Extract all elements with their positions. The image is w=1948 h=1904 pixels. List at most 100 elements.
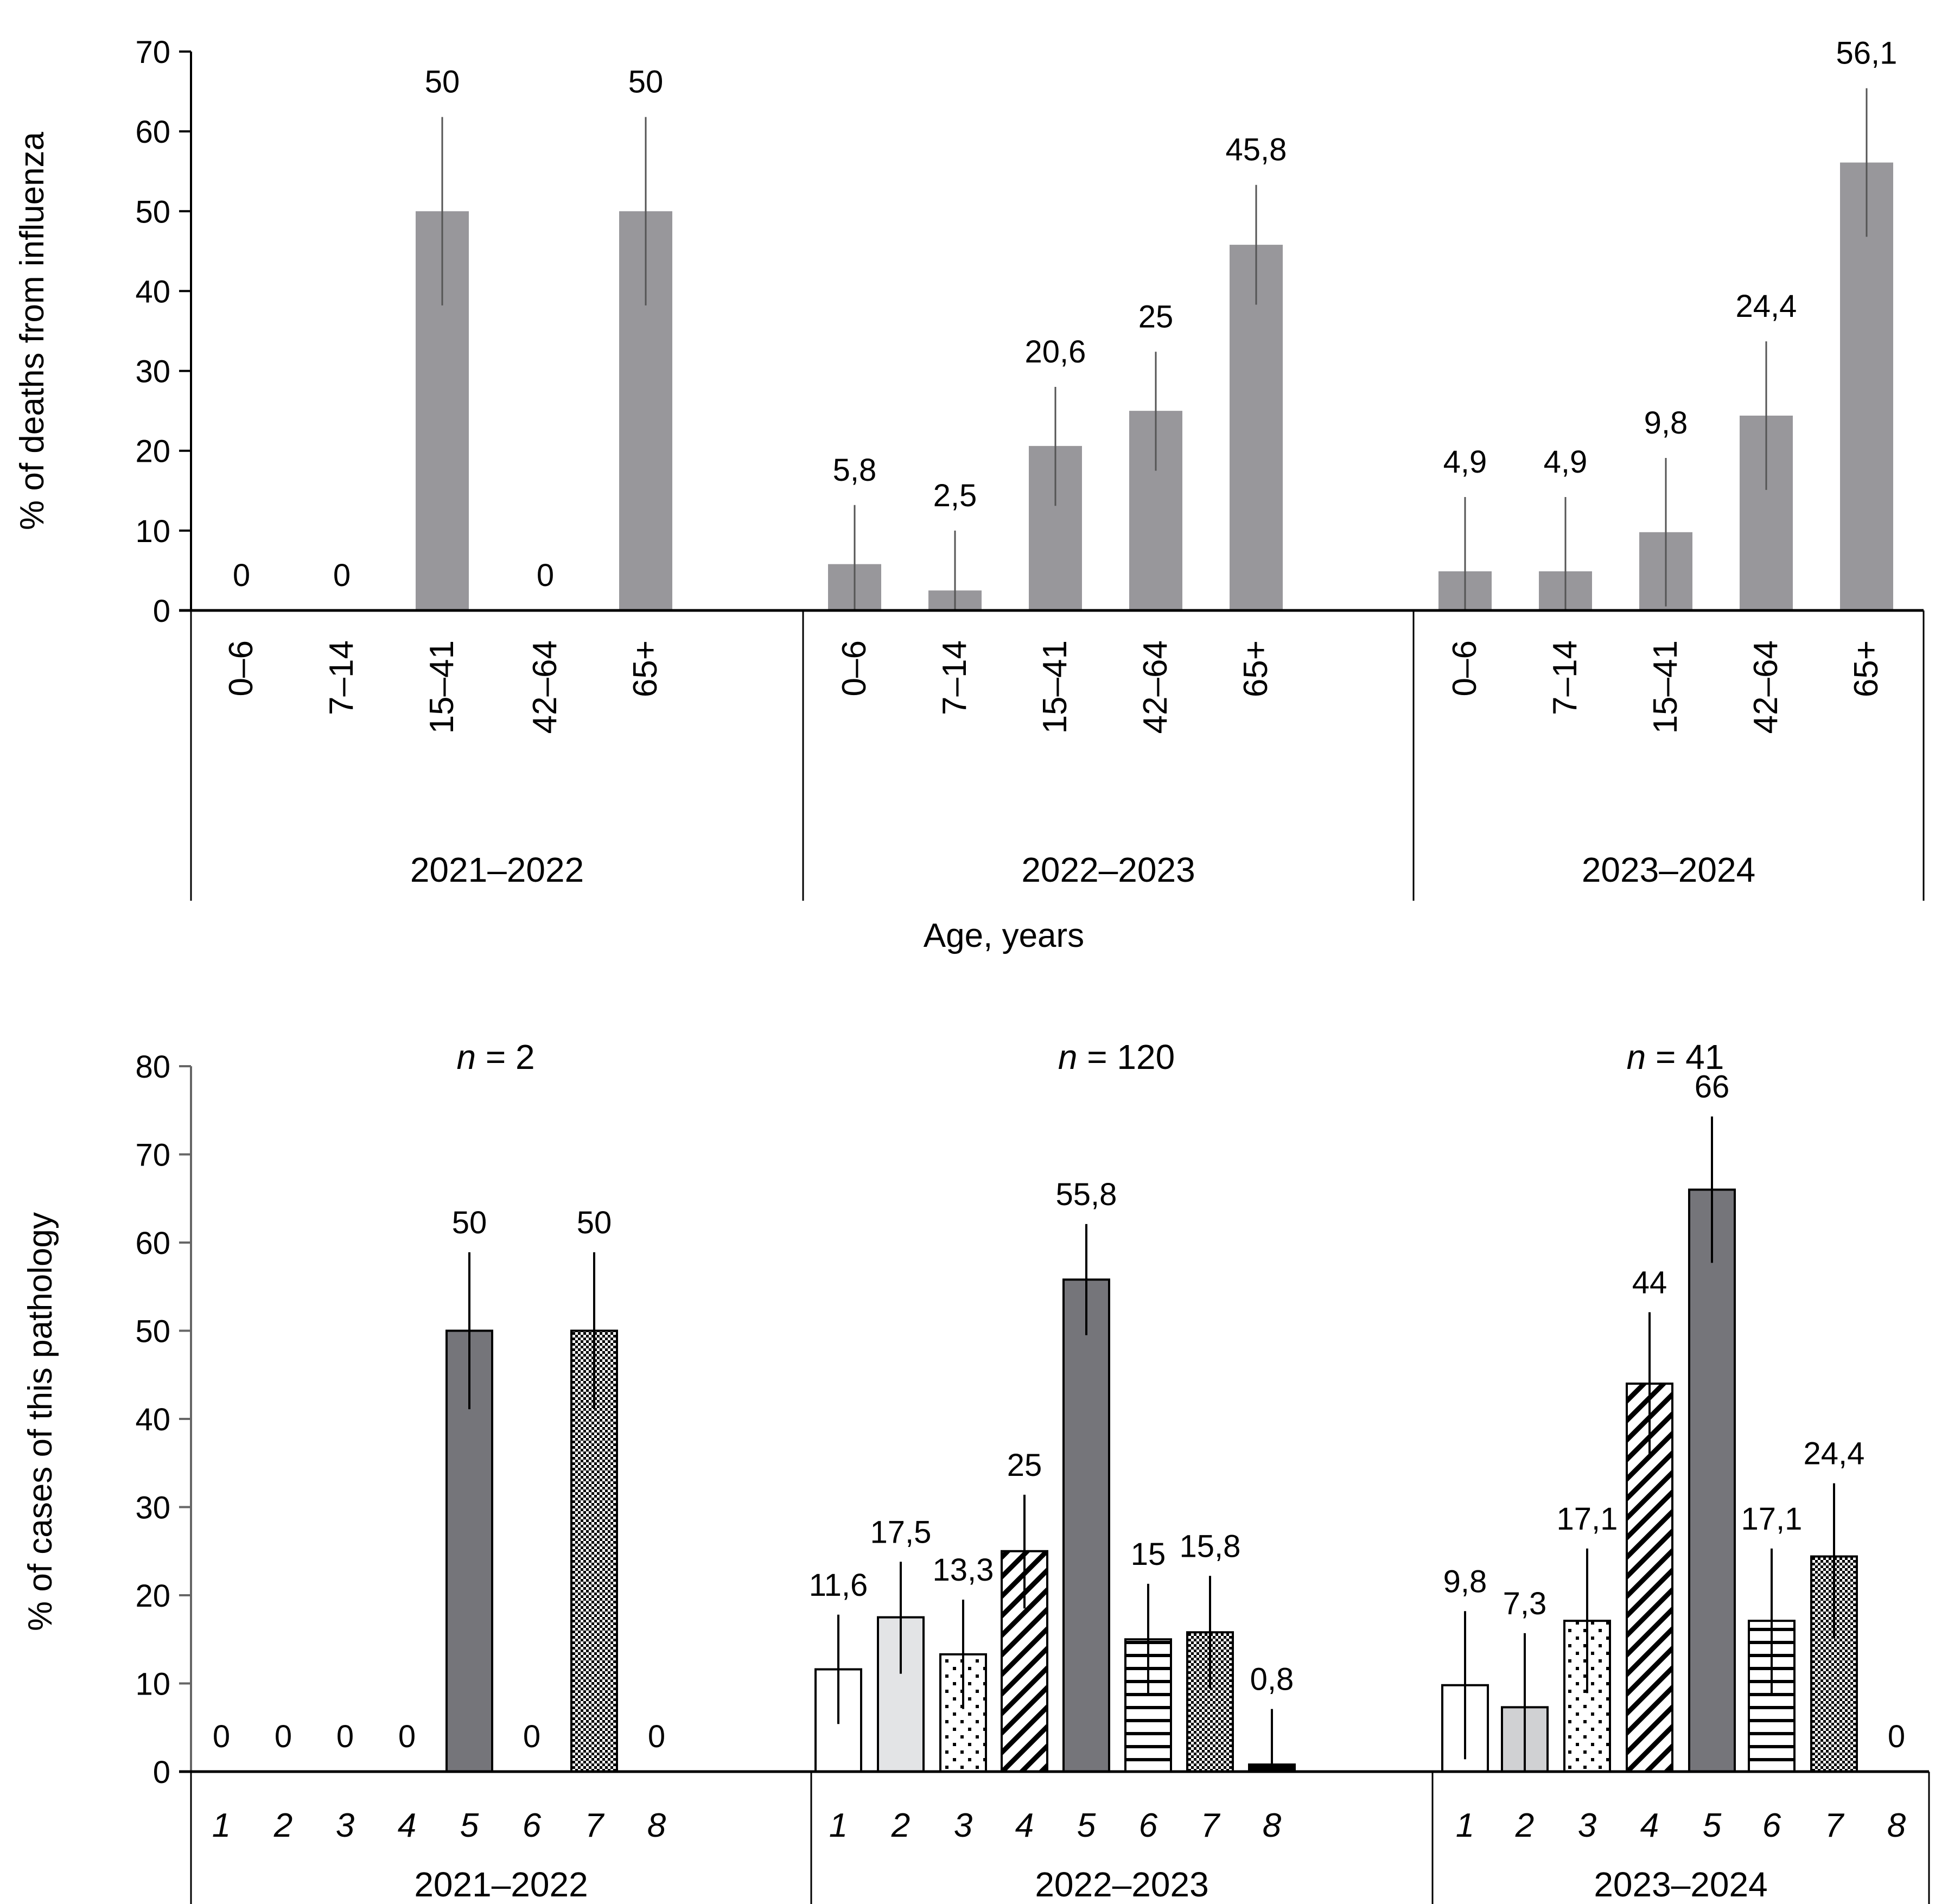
y-tick-label: 30 bbox=[135, 1491, 170, 1526]
category-label: 6 bbox=[1762, 1807, 1781, 1844]
category-label: 4 bbox=[1640, 1807, 1659, 1844]
top-axes bbox=[179, 52, 1925, 901]
sample-size-label: n = 120 bbox=[1058, 1037, 1175, 1077]
data-label: 55,8 bbox=[1056, 1177, 1117, 1212]
category-label: 15–41 bbox=[1036, 640, 1074, 734]
data-label: 25 bbox=[1138, 299, 1174, 334]
category-label: 65+ bbox=[1237, 640, 1275, 697]
data-label: 9,8 bbox=[1443, 1564, 1487, 1599]
category-label: 3 bbox=[1578, 1807, 1596, 1844]
category-label: 42–64 bbox=[1137, 640, 1174, 734]
group-label: 2022–2023 bbox=[1035, 1865, 1208, 1904]
category-label: 4 bbox=[1015, 1807, 1034, 1844]
category-label: 2 bbox=[891, 1807, 910, 1844]
bottom-y-axis-title: % of cases of this pathology bbox=[22, 1212, 59, 1631]
y-tick-label: 70 bbox=[135, 1138, 170, 1173]
y-tick-label: 70 bbox=[135, 35, 170, 70]
bar bbox=[1840, 162, 1893, 610]
n-symbol: n bbox=[1058, 1037, 1078, 1077]
group-label: 2023–2024 bbox=[1582, 850, 1755, 889]
data-label: 17,5 bbox=[870, 1514, 932, 1550]
category-label: 2 bbox=[1515, 1807, 1534, 1844]
category-label: 1 bbox=[1456, 1807, 1474, 1844]
category-label: 8 bbox=[1887, 1807, 1906, 1844]
data-label: 13,3 bbox=[933, 1552, 994, 1588]
group-label: 2022–2023 bbox=[1021, 850, 1195, 889]
y-tick-label: 50 bbox=[135, 194, 170, 230]
sample-size-label: n = 2 bbox=[456, 1037, 534, 1077]
data-label: 17,1 bbox=[1741, 1501, 1803, 1537]
data-label: 0 bbox=[275, 1719, 292, 1754]
n-symbol: n bbox=[456, 1037, 476, 1077]
category-label: 15–41 bbox=[423, 640, 461, 734]
n-value: = 41 bbox=[1646, 1037, 1724, 1077]
category-label: 7 bbox=[1825, 1807, 1845, 1844]
top-x-axis-title: Age, years bbox=[924, 917, 1084, 954]
category-label: 65+ bbox=[627, 640, 664, 697]
category-label: 3 bbox=[954, 1807, 972, 1844]
category-label: 1 bbox=[212, 1807, 231, 1844]
top-bars: 0 0–6 0 7–14 50 15–41 0 42–64 50 65+ 2021–2022 5,8 0… bbox=[222, 36, 1897, 889]
data-label: 9,8 bbox=[1644, 405, 1688, 441]
data-label: 0,8 bbox=[1250, 1662, 1294, 1697]
data-label: 11,6 bbox=[809, 1568, 868, 1603]
data-label: 0 bbox=[213, 1719, 230, 1754]
category-label: 7 bbox=[1201, 1807, 1221, 1844]
category-label: 6 bbox=[1139, 1807, 1158, 1844]
bottom-axes bbox=[179, 1066, 1930, 1904]
deaths-by-age-chart: % of deaths from influenza Age, years 0 1… bbox=[14, 35, 1925, 954]
data-label: 50 bbox=[577, 1205, 612, 1240]
category-label: 42–64 bbox=[1747, 640, 1785, 734]
bottom-y-ticks: 0 10 20 30 40 50 60 70 80 bbox=[135, 1049, 191, 1790]
category-label: 1 bbox=[829, 1807, 848, 1844]
group-label: 2021–2022 bbox=[410, 850, 584, 889]
category-label: 2 bbox=[273, 1807, 292, 1844]
category-label: 0–6 bbox=[836, 640, 873, 696]
category-label: 8 bbox=[647, 1807, 666, 1844]
data-label: 0 bbox=[537, 558, 554, 593]
data-label: 0 bbox=[336, 1719, 354, 1754]
data-label: 0 bbox=[398, 1719, 416, 1754]
y-tick-label: 60 bbox=[135, 1226, 170, 1261]
category-label: 5 bbox=[460, 1807, 479, 1844]
y-tick-label: 10 bbox=[135, 514, 170, 549]
sample-size-label: n = 41 bbox=[1627, 1037, 1724, 1077]
top-y-ticks: 0 10 20 30 40 50 60 70 bbox=[135, 35, 191, 629]
category-label: 7–14 bbox=[1546, 640, 1584, 715]
y-tick-label: 80 bbox=[135, 1049, 170, 1085]
y-tick-label: 20 bbox=[135, 434, 170, 469]
data-label: 17,1 bbox=[1557, 1501, 1618, 1537]
y-tick-label: 40 bbox=[135, 1402, 170, 1437]
data-label: 45,8 bbox=[1226, 132, 1287, 168]
category-label: 0–6 bbox=[222, 640, 260, 696]
data-label: 66 bbox=[1695, 1069, 1730, 1105]
data-label: 25 bbox=[1007, 1448, 1042, 1483]
data-label: 50 bbox=[452, 1205, 487, 1240]
y-tick-label: 10 bbox=[135, 1667, 170, 1702]
data-label: 44 bbox=[1632, 1265, 1667, 1300]
category-label: 3 bbox=[336, 1807, 354, 1844]
category-label: 7–14 bbox=[936, 640, 973, 715]
data-label: 15 bbox=[1131, 1537, 1166, 1572]
y-tick-label: 30 bbox=[135, 354, 170, 390]
data-label: 50 bbox=[425, 65, 460, 100]
data-label: 0 bbox=[333, 558, 351, 593]
n-value: = 2 bbox=[476, 1037, 535, 1077]
y-tick-label: 40 bbox=[135, 274, 170, 309]
group-label: 2023–2024 bbox=[1594, 1865, 1767, 1904]
group-label: 2021–2022 bbox=[414, 1865, 588, 1904]
data-label: 0 bbox=[1888, 1719, 1905, 1754]
data-label: 0 bbox=[233, 558, 250, 593]
category-label: 6 bbox=[523, 1807, 542, 1844]
data-label: 0 bbox=[523, 1719, 540, 1754]
data-label: 2,5 bbox=[933, 478, 977, 513]
data-label: 50 bbox=[628, 65, 664, 100]
category-label: 65+ bbox=[1848, 640, 1885, 697]
category-label: 7 bbox=[585, 1807, 605, 1844]
top-y-axis-title: % of deaths from influenza bbox=[14, 131, 51, 530]
category-label: 15–41 bbox=[1647, 640, 1684, 734]
data-label: 4,9 bbox=[1443, 444, 1487, 480]
y-tick-label: 50 bbox=[135, 1314, 170, 1349]
n-value: = 120 bbox=[1077, 1037, 1175, 1077]
